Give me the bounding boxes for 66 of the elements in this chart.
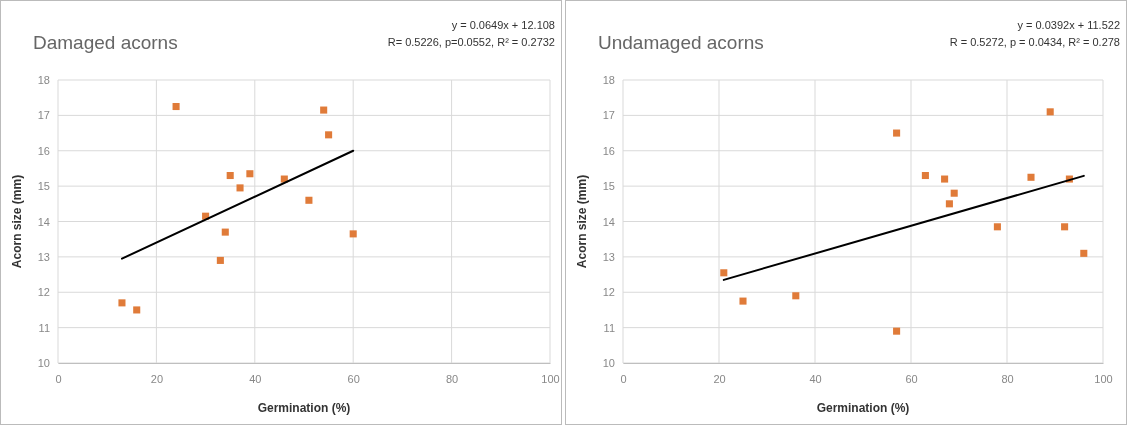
y-axis-title: Acorn size (mm): [575, 174, 589, 269]
text: R= 0.5226, p=0.0552, R² = 0.2732: [387, 36, 555, 48]
point: [945, 200, 953, 208]
point: [325, 131, 333, 139]
x-tick-label: 0: [620, 372, 627, 385]
chart-title: Undamaged acorns: [598, 32, 764, 53]
x-tick-label: 80: [1001, 372, 1014, 385]
point: [921, 171, 929, 180]
x-axis-title: Germination (%): [257, 401, 351, 415]
x-tick-label: 100: [541, 372, 560, 385]
text: y = 0.0649x + 12.108: [451, 19, 555, 31]
point: [739, 297, 747, 305]
y-tick-label: 16: [37, 144, 50, 157]
y-tick-label: 17: [602, 109, 615, 122]
y-tick-label: 12: [37, 286, 50, 299]
point: [893, 327, 901, 335]
x-tick-label: 40: [249, 372, 262, 385]
y-tick-label: 15: [602, 180, 615, 193]
text: y = 0.0392x + 11.522: [1017, 19, 1120, 31]
point: [941, 175, 949, 183]
y-tick-label: 17: [37, 109, 50, 122]
chart-title: Damaged acorns: [33, 32, 178, 53]
y-tick-label: 11: [603, 321, 615, 334]
y-tick-label: 13: [37, 250, 50, 263]
y-tick-label: 18: [37, 74, 50, 87]
x-tick-label: 60: [905, 372, 918, 385]
point: [349, 230, 357, 238]
x-tick-label: 60: [347, 372, 360, 385]
y-tick-label: 14: [37, 215, 50, 228]
point: [320, 106, 328, 114]
point: [792, 292, 800, 300]
text: R = 0.5272, p = 0.0434, R² = 0.278: [949, 36, 1120, 48]
y-tick-label: 16: [602, 144, 615, 157]
y-tick-label: 15: [37, 180, 50, 193]
x-tick-label: 20: [713, 372, 726, 385]
point: [1046, 108, 1054, 116]
point: [1027, 173, 1035, 181]
point: [172, 103, 180, 111]
x-tick-label: 20: [150, 372, 164, 385]
y-tick-label: 12: [602, 286, 615, 299]
point: [1061, 223, 1069, 231]
x-tick-label: 0: [55, 372, 62, 385]
point: [118, 299, 126, 307]
y-tick-label: 18: [602, 74, 615, 87]
point: [133, 306, 141, 314]
point: [305, 196, 313, 204]
point: [993, 223, 1001, 231]
x-axis-title: Germination (%): [816, 401, 910, 415]
y-axis-title: Acorn size (mm): [10, 174, 24, 269]
point: [216, 256, 224, 264]
y-tick-label: 10: [37, 357, 50, 370]
y-tick-label: 13: [602, 250, 615, 263]
point: [1080, 249, 1088, 257]
x-tick-label: 80: [445, 372, 459, 385]
point: [226, 171, 234, 180]
y-tick-label: 10: [602, 357, 615, 370]
x-tick-label: 40: [809, 372, 822, 385]
x-tick-label: 100: [1094, 372, 1113, 385]
point: [720, 269, 728, 277]
point: [950, 189, 958, 197]
point: [893, 129, 901, 137]
y-tick-label: 11: [38, 321, 50, 334]
point: [246, 170, 254, 178]
point: [221, 228, 229, 236]
point: [236, 184, 244, 192]
y-tick-label: 14: [602, 215, 615, 228]
